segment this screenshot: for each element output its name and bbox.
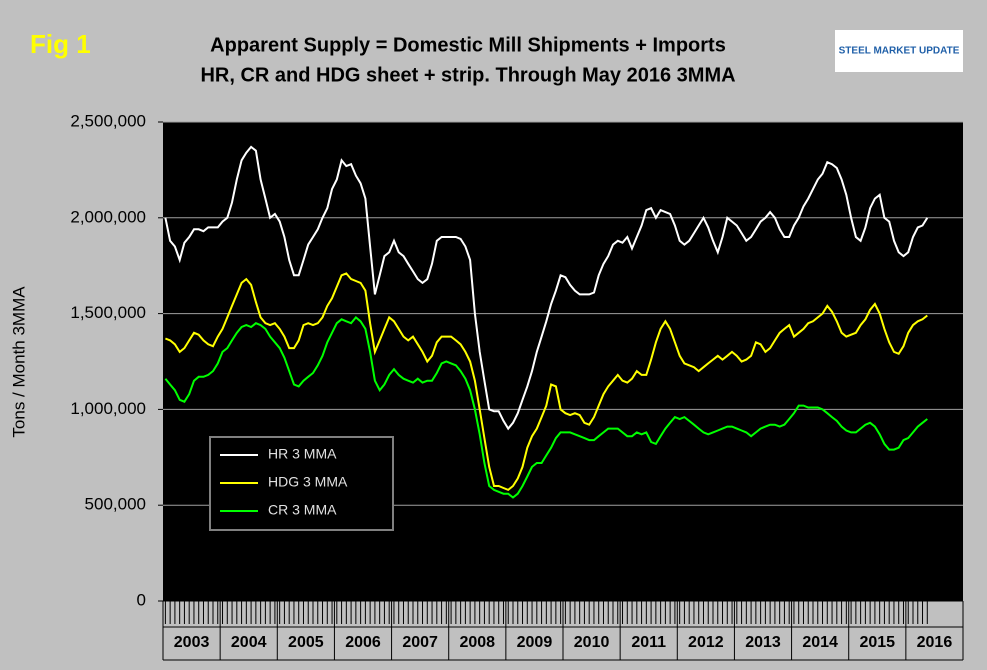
series-line	[165, 272, 928, 492]
y-tick-label: 0	[137, 590, 146, 609]
legend-label: HDG 3 MMA	[268, 474, 348, 490]
x-group-label: 2010	[574, 634, 610, 651]
x-group-label: 2012	[688, 634, 724, 651]
y-tick-label: 500,000	[85, 495, 146, 514]
x-group-label: 2016	[917, 634, 953, 651]
y-tick-label: 2,500,000	[70, 111, 146, 130]
x-group-label: 2013	[745, 634, 781, 651]
y-tick-label: 1,000,000	[70, 399, 146, 418]
x-group-label: 2015	[859, 634, 895, 651]
x-group-label: 2007	[402, 634, 438, 651]
chart-title: Apparent Supply = Domestic Mill Shipment…	[210, 34, 726, 56]
x-group-label: 2009	[517, 634, 553, 651]
legend-label: CR 3 MMA	[268, 502, 337, 518]
x-group-label: 2014	[802, 634, 838, 651]
chart-subtitle: HR, CR and HDG sheet + strip. Through Ma…	[200, 64, 735, 86]
legend-label: HR 3 MMA	[268, 446, 337, 462]
x-group-label: 2006	[345, 634, 381, 651]
logo-box	[835, 30, 963, 72]
y-tick-label: 1,500,000	[70, 303, 146, 322]
legend: HR 3 MMA HDG 3 MMA CR 3 MMA	[209, 436, 394, 531]
x-group-label: 2004	[231, 634, 267, 651]
x-group-label: 2003	[174, 634, 210, 651]
series-line	[164, 145, 929, 431]
logo: STEEL MARKET UPDATE	[839, 46, 960, 57]
x-group-label: 2011	[631, 634, 666, 651]
y-tick-label: 2,000,000	[70, 207, 146, 226]
fig-label: Fig 1	[30, 29, 91, 59]
x-group-label: 2005	[288, 634, 324, 651]
series-line	[164, 315, 928, 499]
x-group-label: 2008	[459, 634, 495, 651]
y-axis-label: Tons / Month 3MMA	[9, 286, 28, 438]
